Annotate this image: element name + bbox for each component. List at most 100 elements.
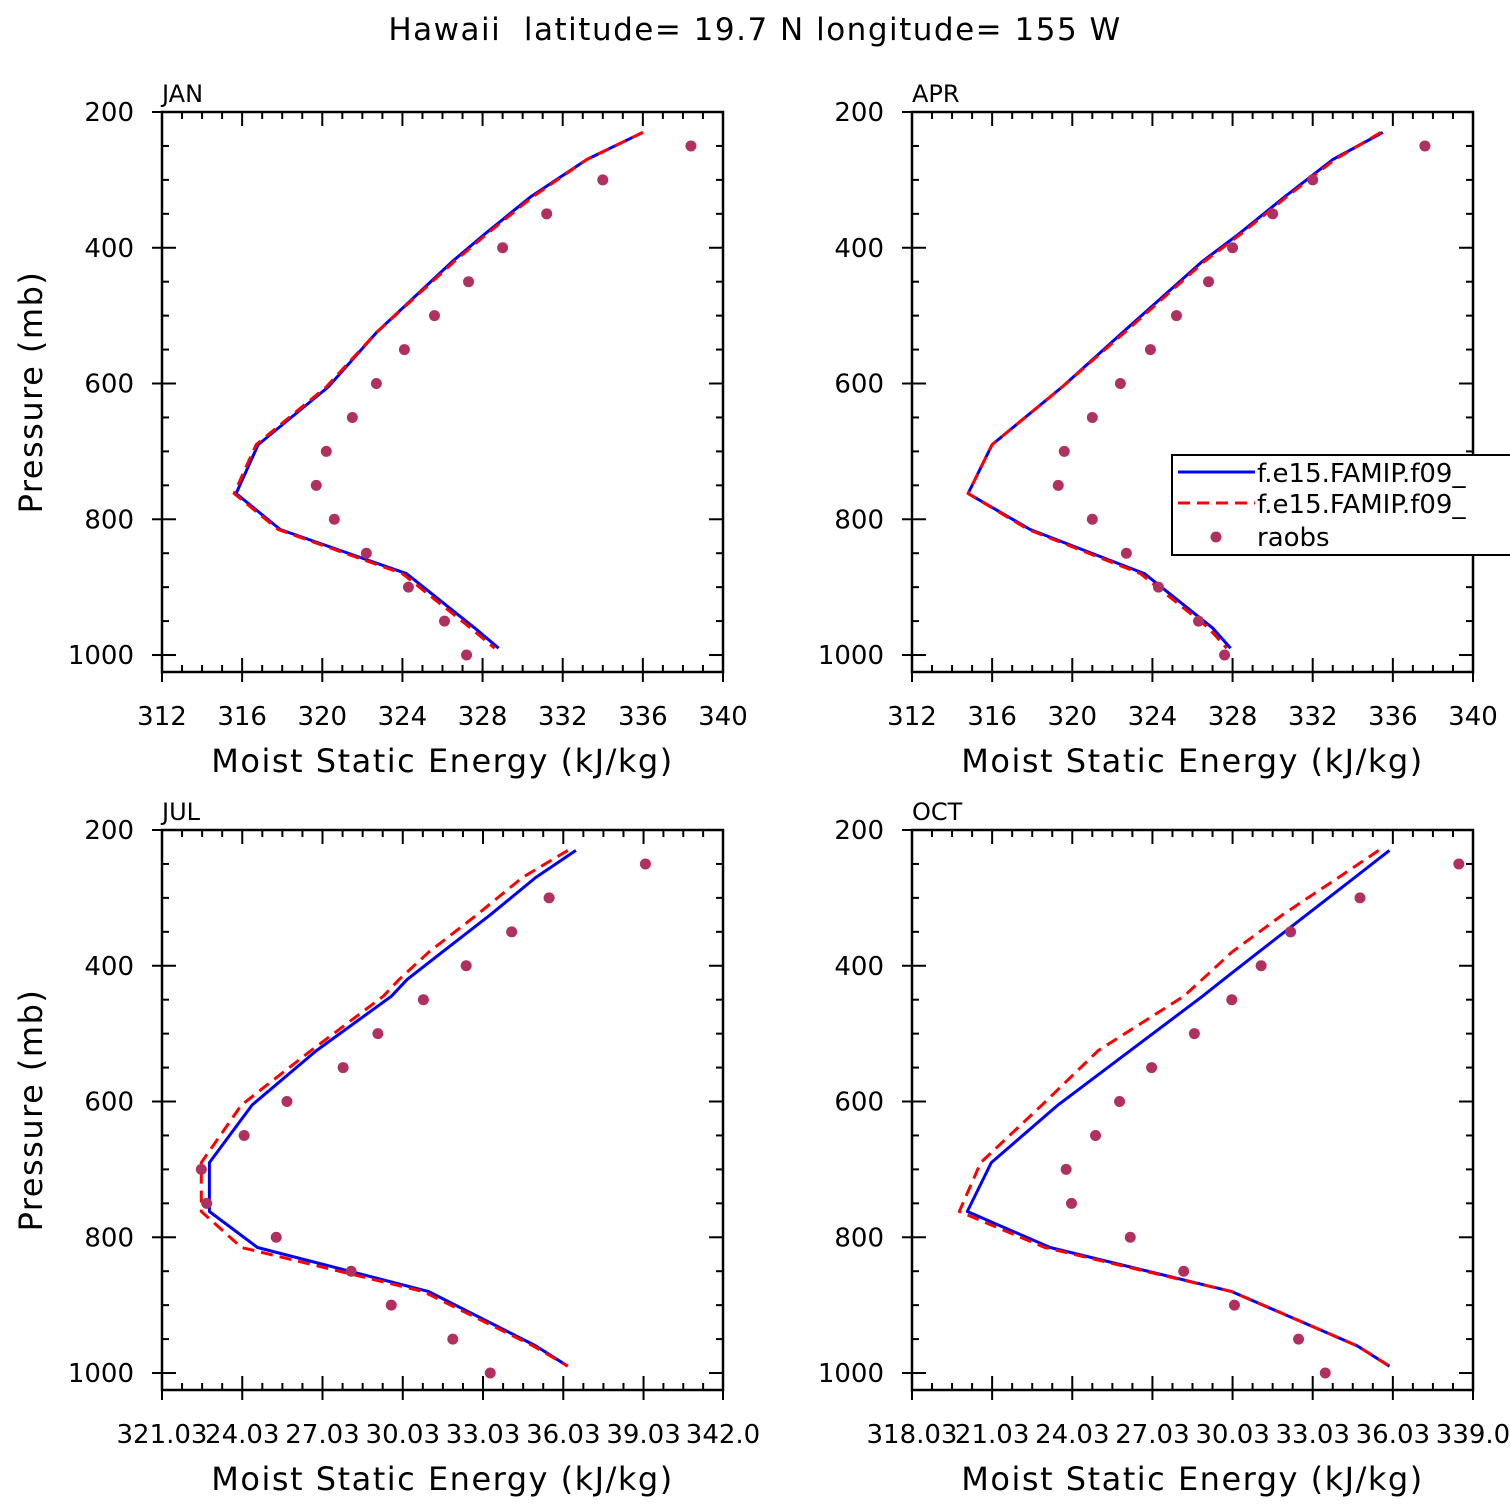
y-axis-label: Pressure (mb)	[12, 989, 50, 1232]
raobs-point	[1307, 174, 1319, 186]
raobs-point	[320, 445, 332, 457]
y-tick-label: 800	[834, 1223, 884, 1253]
raobs-point	[1065, 1197, 1077, 1209]
raobs-point	[1120, 547, 1132, 559]
x-tick-label: 332	[538, 702, 588, 732]
y-tick-label: 600	[834, 370, 884, 400]
raobs-point	[1193, 615, 1205, 627]
raobs-point	[1219, 649, 1231, 661]
y-tick-label: 1000	[68, 1359, 134, 1389]
legend: f.e15.FAMIP.f09_f.e15.FAMIP.f09_raobs	[1171, 454, 1510, 556]
raobs-point	[1146, 1062, 1158, 1074]
legend-label: f.e15.FAMIP.f09_	[1257, 490, 1466, 520]
raobs-point	[685, 140, 697, 152]
y-tick-label: 400	[834, 234, 884, 264]
x-tick-label: 39.03	[606, 1420, 680, 1450]
y-axis-label: Pressure (mb)	[12, 271, 50, 514]
plot-frame	[910, 110, 1475, 674]
raobs-point	[1178, 1265, 1190, 1277]
raobs-point	[463, 276, 475, 288]
x-axis-label: Moist Static Energy (kJ/kg)	[211, 1460, 673, 1498]
panel-label: JAN	[160, 80, 203, 108]
raobs-point	[460, 960, 472, 972]
panel-jan: JAN 200 400 600 800 1000 312 316 320 324 328 332 336…	[12, 80, 748, 780]
raobs-point	[1086, 411, 1098, 423]
x-tick-label: 336	[1368, 702, 1418, 732]
x-tick-label: 328	[458, 702, 508, 732]
raobs-point	[1285, 926, 1297, 938]
raobs-point	[281, 1096, 293, 1108]
y-tick-label: 800	[834, 505, 884, 535]
raobs-point	[497, 242, 509, 254]
raobs-point	[1354, 892, 1366, 904]
raobs-point	[1188, 1028, 1200, 1040]
series-line-dashed	[957, 849, 1391, 1368]
raobs-point	[1144, 344, 1156, 356]
panel-apr: APR 200 400 600 800 1000 312 316 320 324 328 332 336…	[818, 80, 1498, 780]
legend-swatch-dot	[1210, 531, 1222, 543]
x-tick-label: 30.03	[1195, 1420, 1269, 1450]
raobs-point	[337, 1062, 349, 1074]
raobs-point	[372, 1028, 384, 1040]
legend-label: raobs	[1257, 523, 1330, 553]
raobs-point	[370, 378, 382, 390]
raobs-point	[447, 1333, 459, 1345]
legend-label: f.e15.FAMIP.f09_	[1257, 459, 1466, 489]
raobs-point	[201, 1197, 213, 1209]
series-line-solid	[965, 849, 1391, 1368]
raobs-point	[1060, 1163, 1072, 1175]
series-line-dashed	[232, 131, 644, 650]
panel-label: JUL	[160, 798, 201, 826]
y-tick-label: 200	[84, 98, 134, 128]
raobs-point	[238, 1129, 250, 1141]
y-tick-label: 200	[834, 98, 884, 128]
raobs-point	[270, 1231, 282, 1243]
y-tick-label: 1000	[68, 641, 134, 671]
y-tick-label: 600	[84, 1088, 134, 1118]
raobs-point	[345, 1265, 357, 1277]
y-tick-label: 200	[84, 816, 134, 846]
x-tick-label: 312	[137, 702, 187, 732]
raobs-point	[417, 994, 429, 1006]
raobs-point	[541, 208, 553, 220]
raobs-point	[639, 858, 651, 870]
panel-label: APR	[912, 80, 960, 108]
raobs-point	[1203, 276, 1215, 288]
raobs-point	[1114, 1096, 1126, 1108]
raobs-point	[1293, 1333, 1305, 1345]
raobs-point	[1226, 994, 1238, 1006]
raobs-point	[1419, 140, 1431, 152]
raobs-point	[1052, 479, 1064, 491]
raobs-point	[1255, 960, 1267, 972]
raobs-point	[1086, 513, 1098, 525]
x-tick-label: 320	[297, 702, 347, 732]
y-tick-label: 800	[84, 505, 134, 535]
x-tick-label: 33.03	[1275, 1420, 1349, 1450]
chart-title: Hawaii latitude= 19.7 N longitude= 155 W	[388, 12, 1122, 48]
x-tick-label: 340	[1448, 702, 1498, 732]
y-tick-label: 400	[84, 952, 134, 982]
y-tick-label: 600	[834, 1088, 884, 1118]
series-line-solid	[234, 131, 644, 650]
plot-frame	[160, 110, 725, 674]
x-tick-label: 36.03	[1356, 1420, 1430, 1450]
x-axis-label: Moist Static Energy (kJ/kg)	[961, 1460, 1423, 1498]
series-line-dashed	[966, 131, 1382, 650]
raobs-point	[195, 1163, 207, 1175]
raobs-point	[1319, 1367, 1331, 1379]
series-line-solid	[207, 849, 577, 1368]
x-tick-label: 27.03	[285, 1420, 359, 1450]
y-tick-label: 600	[84, 370, 134, 400]
x-tick-label: 340	[698, 702, 748, 732]
raobs-point	[439, 615, 451, 627]
y-tick-label: 200	[834, 816, 884, 846]
raobs-point	[1114, 378, 1126, 390]
y-tick-label: 400	[84, 234, 134, 264]
x-tick-label: 320	[1047, 702, 1097, 732]
raobs-point	[1228, 1299, 1240, 1311]
raobs-point	[484, 1367, 496, 1379]
x-tick-label: 321.03	[117, 1420, 208, 1450]
x-tick-label: 33.03	[446, 1420, 520, 1450]
